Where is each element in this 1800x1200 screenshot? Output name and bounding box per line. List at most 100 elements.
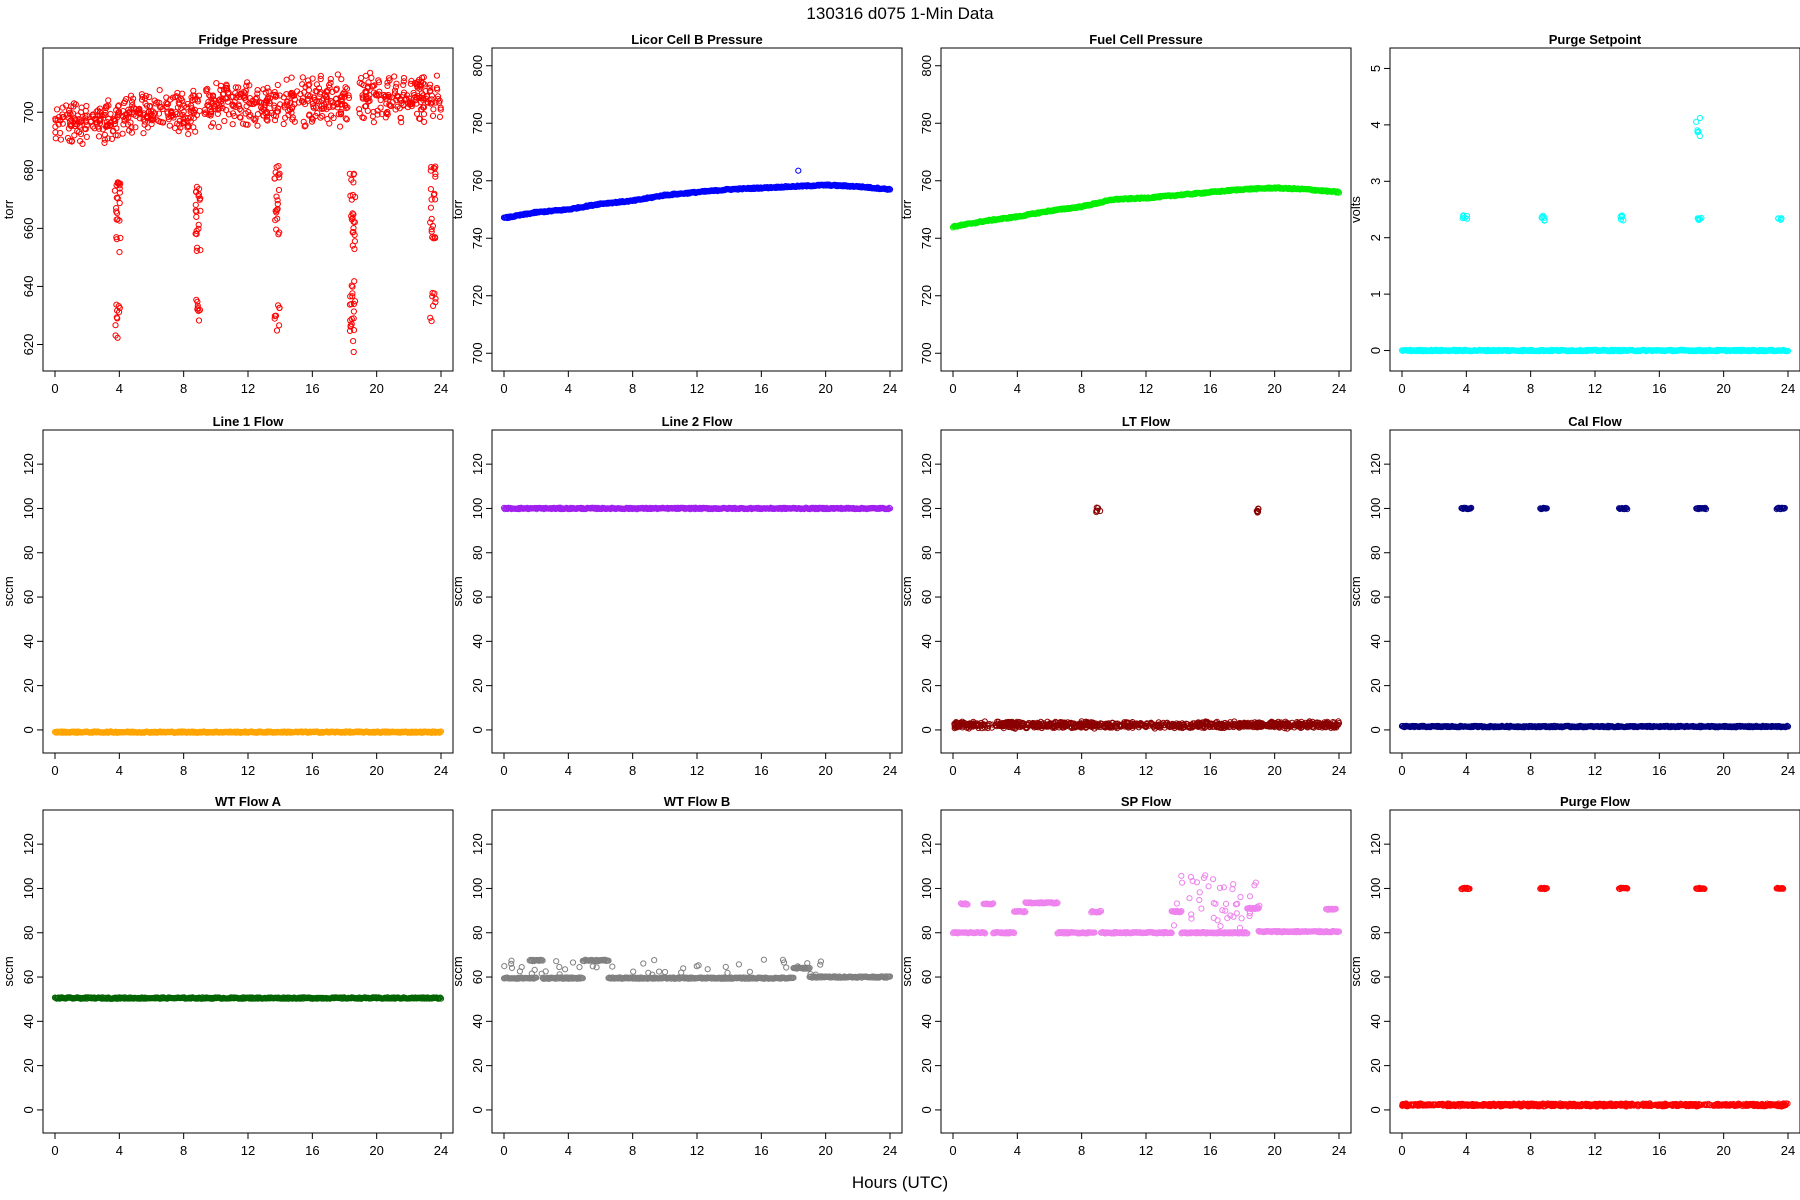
data-point	[263, 113, 270, 120]
data-point	[193, 213, 200, 220]
data-point	[101, 139, 108, 146]
data-points	[1398, 114, 1792, 355]
data-point	[195, 191, 202, 198]
data-point	[386, 101, 393, 108]
data-point	[339, 93, 346, 101]
data-point	[276, 174, 283, 181]
data-point	[128, 124, 135, 131]
data-point	[236, 93, 243, 101]
data-point	[356, 110, 363, 117]
data-point	[59, 114, 66, 121]
x-tick-label: 12	[241, 381, 255, 396]
data-point	[351, 245, 358, 253]
data-point	[228, 94, 235, 101]
y-tick-label: 60	[21, 590, 36, 604]
data-point	[155, 118, 162, 125]
data-point	[180, 108, 187, 116]
data-point	[263, 108, 270, 116]
data-point	[82, 113, 89, 120]
data-point	[427, 81, 434, 88]
data-point	[219, 105, 226, 112]
data-point	[335, 111, 342, 118]
data-point	[122, 114, 130, 121]
x-tick-label: 4	[1014, 381, 1021, 396]
x-tick-label: 20	[818, 381, 832, 396]
data-point	[370, 108, 377, 115]
data-point	[258, 104, 265, 111]
data-point	[72, 101, 79, 108]
data-point	[349, 283, 356, 290]
data-point	[117, 234, 124, 242]
data-point	[105, 97, 112, 104]
data-points	[52, 69, 444, 356]
y-tick-label: 80	[21, 926, 36, 940]
data-point	[132, 124, 139, 131]
y-tick-label: 120	[1368, 453, 1383, 475]
plot-frame	[940, 429, 1352, 754]
data-point	[363, 93, 370, 100]
data-point	[436, 97, 443, 104]
x-tick-label: 0	[51, 381, 58, 396]
data-point	[391, 87, 399, 94]
data-point	[271, 89, 278, 96]
data-point	[163, 100, 170, 107]
data-point	[116, 249, 123, 256]
data-point	[432, 173, 439, 180]
data-point	[301, 89, 308, 96]
y-tick-label: 700	[21, 101, 36, 123]
data-point	[232, 84, 239, 91]
x-tick-label: 8	[1078, 381, 1085, 396]
data-point	[140, 130, 147, 137]
data-point	[193, 247, 200, 254]
data-point	[111, 187, 119, 194]
data-point	[360, 114, 367, 122]
data-point	[178, 105, 185, 112]
data-point	[420, 111, 428, 118]
x-tick-label: 0	[949, 381, 956, 396]
x-tick-label: 8	[629, 763, 636, 778]
data-point	[225, 111, 233, 118]
data-point	[346, 301, 354, 308]
data-point	[113, 216, 120, 223]
data-point	[288, 93, 295, 100]
data-point	[109, 128, 117, 135]
x-tick-label: 20	[818, 763, 832, 778]
data-point	[242, 110, 249, 117]
data-point	[282, 114, 289, 121]
y-tick-label: 100	[1368, 498, 1383, 520]
data-point	[321, 92, 329, 99]
data-point	[246, 113, 253, 120]
data-point	[195, 221, 202, 228]
data-point	[346, 170, 353, 177]
x-tick-label: 20	[369, 1143, 383, 1158]
data-point	[208, 123, 215, 130]
data-point	[235, 84, 242, 91]
data-point	[391, 73, 398, 80]
data-point	[128, 92, 135, 99]
data-point	[203, 88, 210, 95]
data-point	[204, 102, 211, 109]
x-tick-label: 24	[434, 763, 448, 778]
data-point	[423, 96, 430, 103]
data-point	[299, 95, 306, 102]
data-point	[187, 118, 194, 125]
data-point	[166, 122, 173, 129]
data-point	[350, 327, 358, 334]
y-tick-label: 740	[470, 227, 485, 249]
data-points	[500, 504, 894, 513]
data-point	[317, 75, 324, 83]
data-point	[328, 112, 335, 119]
data-point	[229, 121, 236, 128]
data-point	[180, 119, 187, 126]
data-point	[244, 79, 251, 86]
data-point	[350, 211, 357, 218]
x-tick-label: 4	[1463, 763, 1470, 778]
panel-title: WT Flow A	[215, 794, 282, 809]
y-tick-label: 800	[470, 55, 485, 77]
data-point	[275, 231, 282, 238]
data-point	[142, 100, 149, 107]
x-tick-label: 24	[1781, 381, 1795, 396]
data-point	[116, 189, 124, 196]
data-point	[76, 119, 83, 126]
